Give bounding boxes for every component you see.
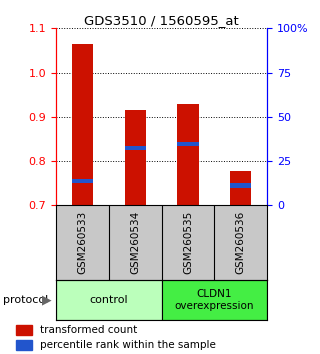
Bar (125, 145, 146, 150)
Text: GSM260533: GSM260533 (77, 211, 87, 274)
Text: protocol: protocol (3, 295, 48, 305)
Text: GSM260534: GSM260534 (130, 211, 140, 274)
Title: GDS3510 / 1560595_at: GDS3510 / 1560595_at (84, 14, 239, 27)
Bar (178, 142, 199, 147)
Bar (125, 110, 146, 205)
Bar (178, 104, 199, 205)
Text: CLDN1
overexpression: CLDN1 overexpression (175, 289, 254, 311)
Text: percentile rank within the sample: percentile rank within the sample (40, 340, 216, 350)
Bar (72, 179, 93, 183)
Bar (16, 325, 32, 335)
Bar (72, 44, 93, 205)
Text: GSM260536: GSM260536 (236, 211, 246, 274)
Bar (230, 171, 252, 205)
Bar (230, 183, 252, 188)
Text: GSM260535: GSM260535 (183, 211, 193, 274)
Bar (56, 280, 162, 320)
Text: transformed count: transformed count (40, 325, 137, 335)
Bar (16, 340, 32, 350)
Bar (162, 280, 267, 320)
Text: control: control (90, 295, 128, 305)
Text: ▶: ▶ (42, 293, 51, 307)
